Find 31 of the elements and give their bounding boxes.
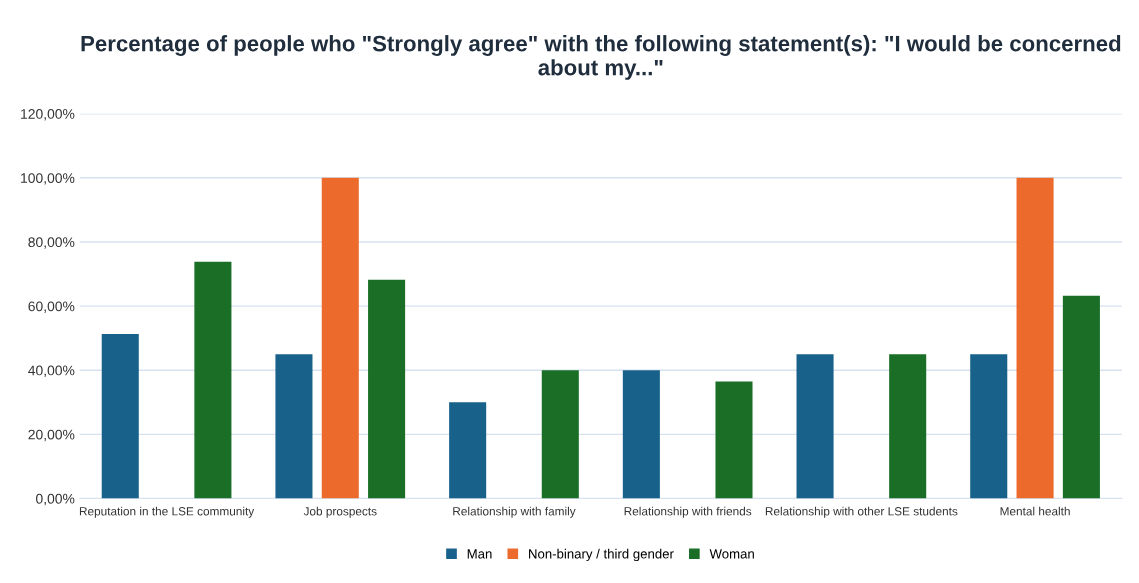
x-tick-label: Relationship with other LSE students: [765, 506, 958, 518]
bar: [622, 370, 660, 499]
bar: [1062, 295, 1100, 499]
y-tick-label: 120,00%: [21, 109, 75, 121]
x-tick-label: Relationship with family: [453, 506, 576, 518]
chart-title: Percentage of people who "Strongly agree" with the following statement(s): "I would be concerned about my...": [81, 35, 1121, 80]
bar: [541, 370, 579, 499]
bar: [889, 354, 927, 499]
x-tick-label: Mental health: [1000, 506, 1070, 516]
x-tick-label: Job prospects: [303, 506, 377, 518]
y-tick-label: 100,00%: [21, 173, 75, 185]
y-tick-label: 0,00%: [36, 493, 75, 506]
y-tick-label: 80,00%: [28, 237, 75, 249]
x-tick-label: Reputation in the LSE community: [79, 506, 255, 518]
legend-label: Woman: [709, 549, 754, 559]
legend-label: Non-binary / third gender: [529, 548, 674, 562]
bar: [449, 402, 487, 499]
y-tick-label: 20,00%: [28, 429, 75, 442]
x-tick-label: Relationship with friends: [624, 506, 752, 518]
bar: [194, 261, 232, 499]
bar: [321, 177, 359, 499]
bar: [796, 354, 834, 499]
bar: [368, 279, 406, 499]
bar: [275, 354, 313, 499]
bar: [1016, 177, 1054, 499]
y-tick-label: 60,00%: [28, 301, 75, 313]
y-tick-label: 40,00%: [28, 365, 75, 378]
bar: [970, 354, 1008, 499]
legend-label: Man: [467, 549, 492, 559]
bar: [715, 381, 753, 499]
bar: [101, 333, 139, 499]
